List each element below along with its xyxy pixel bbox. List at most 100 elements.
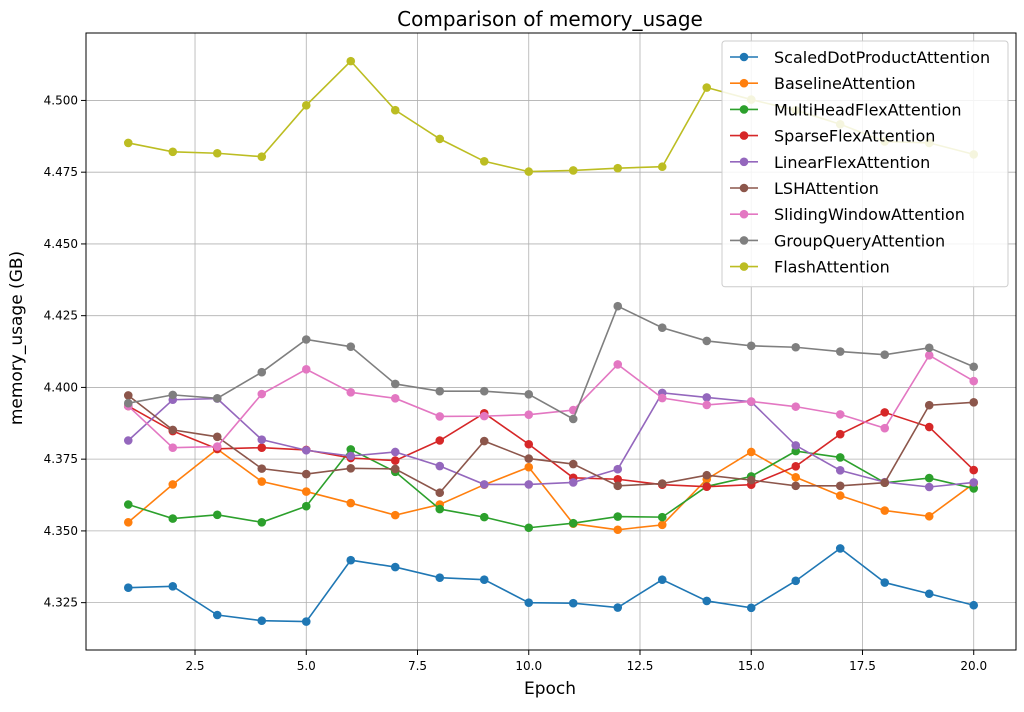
plot-frame: [85, 32, 1017, 651]
x-tick-label: 2.5: [185, 659, 204, 673]
data-point: [479, 480, 489, 489]
data-point: [524, 167, 534, 176]
data-point: [257, 367, 267, 377]
data-point: [123, 391, 133, 400]
data-point: [924, 343, 934, 353]
data-point: [568, 598, 578, 608]
data-point: [835, 453, 845, 462]
data-point: [880, 478, 890, 487]
data-point: [168, 514, 178, 523]
data-point: [657, 393, 667, 403]
legend-item: GroupQueryAttention: [730, 231, 945, 250]
data-point: [791, 576, 801, 586]
data-point: [257, 443, 267, 452]
data-point: [168, 480, 178, 489]
legend-item: ScaledDotProductAttention: [730, 48, 990, 67]
data-point: [568, 459, 578, 469]
data-point: [346, 498, 356, 508]
legend-swatch-marker: [739, 209, 749, 219]
data-point: [746, 475, 756, 485]
data-point: [168, 443, 178, 452]
data-point: [524, 598, 534, 607]
data-point: [568, 414, 578, 424]
data-point: [435, 573, 445, 582]
data-point: [346, 56, 356, 66]
data-point: [880, 423, 890, 433]
data-point: [212, 148, 222, 158]
data-point: [657, 520, 667, 530]
data-point: [257, 435, 267, 444]
data-point: [479, 386, 489, 396]
series-line-groupqueryattention: [128, 305, 975, 421]
legend-swatch-marker: [739, 105, 749, 114]
series-groupqueryattention: [123, 301, 979, 424]
data-point: [435, 488, 445, 498]
data-point: [346, 387, 356, 397]
data-point: [835, 481, 845, 491]
data-point: [479, 156, 489, 166]
legend-swatch-marker: [739, 183, 749, 193]
axis-ticks: 2.5 5.0 7.5 10.0 12.5 15.0 17.5 20.0 4.325 4.350 4…: [44, 93, 987, 673]
y-tick-label: 4.325: [44, 596, 78, 610]
data-point: [613, 301, 623, 311]
data-point: [613, 163, 623, 173]
data-point: [657, 323, 667, 333]
data-point: [746, 397, 756, 406]
data-point: [791, 462, 801, 471]
series-line-scaleddotproductattention: [128, 547, 974, 623]
data-point: [257, 464, 267, 473]
data-point: [435, 386, 445, 396]
data-point: [257, 616, 267, 626]
data-point: [880, 578, 890, 587]
legend-swatch-marker: [739, 157, 749, 167]
data-point: [924, 589, 934, 599]
legend-label: SparseFlexAttention: [774, 127, 935, 146]
legend-label: SlidingWindowAttention: [774, 205, 965, 224]
x-tick-label: 10.0: [515, 659, 542, 673]
data-point: [657, 479, 667, 488]
data-point: [479, 512, 489, 522]
series-group: [123, 56, 979, 626]
data-point: [791, 481, 801, 491]
data-point: [212, 510, 222, 520]
data-point: [746, 447, 756, 457]
data-point: [123, 500, 133, 509]
data-point: [524, 480, 534, 489]
x-tick-label: 7.5: [408, 659, 427, 673]
data-point: [746, 341, 756, 351]
data-point: [524, 439, 534, 449]
data-point: [346, 451, 356, 461]
data-point: [168, 581, 178, 591]
data-point: [880, 506, 890, 515]
series-sparseflexattention: [123, 401, 979, 492]
data-point: [969, 362, 979, 372]
data-point: [657, 512, 667, 522]
data-point: [346, 342, 356, 351]
series-lshattention: [123, 391, 979, 498]
y-axis-label: memory_usage (GB): [7, 251, 27, 425]
data-point: [969, 484, 979, 493]
data-point: [924, 511, 934, 521]
x-tick-label: 5.0: [297, 659, 316, 673]
legend-label: MultiHeadFlexAttention: [774, 100, 961, 119]
data-point: [835, 429, 845, 439]
data-point: [212, 442, 222, 451]
data-point: [746, 603, 756, 613]
data-point: [301, 445, 311, 455]
legend-label: FlashAttention: [774, 258, 890, 277]
y-tick-label: 4.400: [44, 380, 78, 394]
series-line-slidingwindowattention: [127, 354, 975, 449]
data-point: [301, 101, 311, 110]
data-point: [346, 445, 356, 454]
data-point: [924, 400, 934, 410]
data-point: [702, 482, 712, 492]
series-slidingwindowattention: [123, 350, 979, 452]
data-point: [969, 600, 979, 610]
data-point: [257, 517, 267, 527]
data-point: [613, 512, 623, 521]
data-point: [301, 617, 311, 626]
data-point: [524, 523, 534, 533]
data-point: [702, 596, 712, 606]
